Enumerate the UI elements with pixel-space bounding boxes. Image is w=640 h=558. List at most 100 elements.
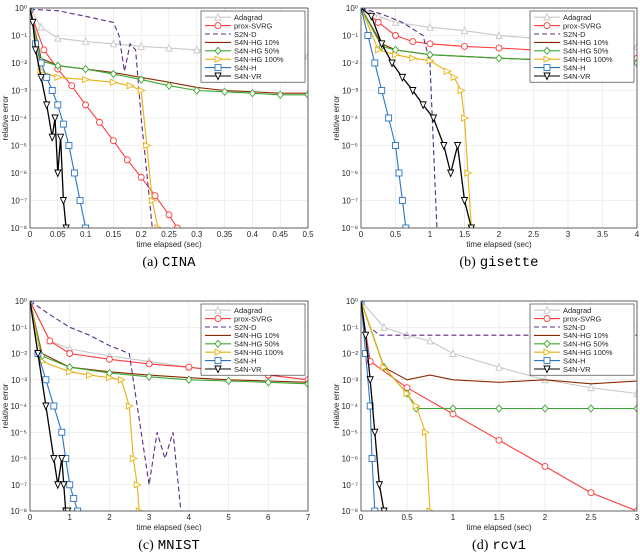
series-line <box>361 8 438 228</box>
marker <box>81 37 90 46</box>
marker <box>543 315 551 323</box>
caption: (c) MNIST <box>138 538 200 554</box>
marker <box>398 197 406 204</box>
series-line <box>361 301 385 511</box>
marker <box>446 169 455 178</box>
legend-label: S4N-HG 10% <box>563 331 609 340</box>
caption-name: CINA <box>162 255 196 271</box>
marker <box>543 72 551 81</box>
series-line <box>361 301 637 511</box>
x-tick-label: 0.3 <box>191 230 203 239</box>
marker <box>173 224 181 228</box>
legend-label: S4N-HG 50% <box>563 47 609 56</box>
x-tick-label: 0 <box>28 230 33 239</box>
marker <box>541 462 549 470</box>
x-tick-label: 0.2 <box>136 230 148 239</box>
marker <box>214 305 222 314</box>
legend-label: S4N-HG 100% <box>563 348 613 357</box>
marker <box>66 481 74 489</box>
y-tick-label: 10⁻³ <box>342 376 358 385</box>
y-tick-label: 10⁰ <box>346 297 358 306</box>
marker <box>467 224 476 228</box>
x-tick-label: 0 <box>28 513 33 522</box>
marker <box>426 336 434 345</box>
marker <box>59 120 67 128</box>
y-tick-label: 10⁻¹ <box>342 323 358 332</box>
marker <box>377 40 386 49</box>
y-tick-label: 10⁻⁸ <box>11 507 28 516</box>
legend-label: S2N-D <box>234 323 257 332</box>
legend-label: S4N-H <box>563 356 586 365</box>
marker <box>54 73 63 82</box>
marker <box>587 404 595 413</box>
marker <box>426 507 435 511</box>
legend-label: S2N-D <box>563 30 586 39</box>
y-tick-label: 10⁻⁶ <box>342 455 358 464</box>
y-tick-label: 10⁻⁵ <box>342 142 358 151</box>
marker <box>54 33 62 42</box>
marker <box>421 428 430 436</box>
legend-label: prox-SVRG <box>234 21 273 30</box>
marker <box>426 40 434 48</box>
y-tick-label: 10⁻⁴ <box>10 402 27 411</box>
marker <box>42 376 50 384</box>
marker <box>495 44 503 52</box>
marker <box>109 69 117 79</box>
marker <box>633 41 637 50</box>
marker <box>543 365 551 374</box>
marker <box>82 64 90 74</box>
marker <box>495 362 503 371</box>
marker <box>366 376 374 385</box>
marker <box>37 22 45 31</box>
marker <box>214 46 222 55</box>
y-tick-label: 10⁻³ <box>342 87 358 96</box>
marker <box>145 372 153 381</box>
legend-label: S4N-H <box>563 63 586 72</box>
marker <box>54 101 62 109</box>
x-tick-label: 6 <box>266 513 271 522</box>
y-tick-label: 10⁻³ <box>11 87 27 96</box>
legend-label: S4N-HG 100% <box>563 55 613 64</box>
marker <box>48 87 56 94</box>
y-tick-label: 10⁻⁷ <box>11 197 27 206</box>
y-tick-label: 10⁻⁶ <box>11 169 27 178</box>
legend-label: S4N-VR <box>563 72 591 81</box>
marker <box>409 54 418 62</box>
marker <box>450 73 459 82</box>
x-tick-label: 2.5 <box>585 513 597 522</box>
marker <box>403 389 412 398</box>
y-tick-label: 10⁻⁴ <box>341 114 358 123</box>
y-axis-label: relative error <box>1 95 10 140</box>
marker <box>457 86 466 95</box>
marker <box>443 67 452 75</box>
y-tick-label: 10⁻¹ <box>11 323 27 332</box>
marker <box>137 41 145 50</box>
marker <box>361 301 365 305</box>
marker <box>30 8 34 12</box>
marker <box>419 101 427 110</box>
marker <box>409 38 417 46</box>
marker <box>395 169 403 177</box>
marker <box>30 18 37 27</box>
subplot: 10⁻⁸ 10⁻⁷ 10⁻⁶ 10⁻⁵ 10⁻⁴ 10⁻³ 10⁻² 10⁻¹ 10⁰ 0 0.5 1… <box>332 4 640 271</box>
marker <box>70 495 78 502</box>
marker <box>214 64 222 72</box>
legend-label: Adagrad <box>563 306 591 315</box>
x-tick-label: 0 <box>359 230 364 239</box>
y-tick-label: 10⁻⁸ <box>342 507 359 516</box>
marker <box>214 365 222 374</box>
marker <box>214 72 222 81</box>
marker <box>214 339 222 348</box>
marker <box>71 169 78 177</box>
marker <box>50 402 58 410</box>
y-tick-label: 10⁰ <box>15 297 27 306</box>
marker <box>51 114 59 123</box>
marker <box>76 197 84 204</box>
legend-label: prox-SVRG <box>563 314 602 323</box>
x-axis-label: time elapsed (sec) <box>466 523 532 532</box>
marker <box>543 357 551 365</box>
x-tick-label: 1 <box>451 513 456 522</box>
marker <box>449 348 457 357</box>
marker <box>165 81 173 90</box>
x-tick-label: 0.15 <box>106 230 122 239</box>
